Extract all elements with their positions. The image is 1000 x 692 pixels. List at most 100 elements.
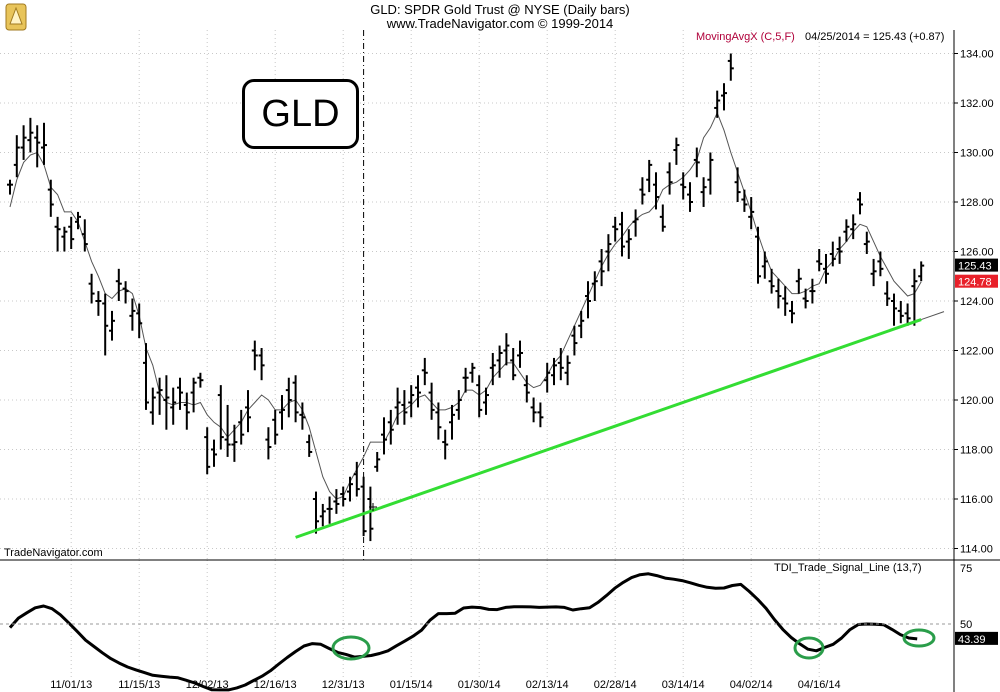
- ohlc-bar: [408, 385, 415, 418]
- last-price-tag: [955, 258, 998, 272]
- ohlc-bar: [850, 214, 857, 240]
- ohlc-bar: [136, 303, 143, 339]
- ohlc-bar: [319, 503, 326, 527]
- ohlc-bar: [918, 261, 925, 282]
- price-panel-grid: [0, 30, 954, 560]
- ohlc-bar: [666, 162, 673, 195]
- ohlc-bar: [81, 219, 88, 252]
- moving-average-label: MovingAvgX (C,5,F): [696, 31, 795, 43]
- ohlc-bar: [299, 402, 306, 430]
- y-tick-label: 134.00: [960, 49, 994, 61]
- crosshair-icon: [369, 503, 377, 511]
- ohlc-bar: [231, 424, 238, 462]
- ohlc-bar: [857, 192, 863, 215]
- ohlc-bar: [530, 397, 537, 423]
- y-tick-label: 120.00: [960, 395, 994, 407]
- x-tick-label: 04/16/14: [798, 679, 841, 691]
- highlight-circle: [902, 628, 936, 648]
- ohlc-bar: [782, 286, 789, 316]
- x-tick-label: 02/28/14: [594, 679, 637, 691]
- ohlc-bar: [143, 343, 149, 410]
- panel-frames: [0, 30, 1000, 692]
- ohlc-bar: [258, 348, 265, 381]
- ohlc-bar: [7, 179, 13, 195]
- ohlc-bar: [238, 409, 245, 445]
- ohlc-bar: [510, 348, 517, 381]
- x-tick-label: 01/15/14: [390, 679, 433, 691]
- ohlc-bar: [61, 226, 68, 252]
- ohlc-bar: [687, 182, 693, 212]
- ohlc-bar: [836, 236, 843, 264]
- price-tag-label: 124.78: [958, 277, 992, 289]
- ohlc-bar: [755, 226, 761, 284]
- ohlc-bar: [115, 268, 122, 301]
- ohlc-bar: [217, 385, 224, 450]
- ohlc-bar: [190, 377, 197, 413]
- ohlc-bar: [714, 90, 721, 118]
- ohlc-bar: [183, 392, 190, 430]
- ohlc-bar: [591, 271, 598, 301]
- y-tick-label: 126.00: [960, 247, 994, 259]
- ohlc-bar: [54, 216, 61, 252]
- ohlc-bar: [891, 293, 897, 326]
- ohlc-bar: [612, 216, 619, 242]
- ohlc-bar: [721, 83, 727, 111]
- ohlc-bar: [251, 340, 258, 371]
- ohlc-bar: [272, 409, 279, 445]
- ohlc-bar: [20, 125, 27, 160]
- ohlc-bar: [802, 288, 809, 309]
- ohlc-bar: [829, 241, 836, 267]
- ohlc-bar: [823, 253, 829, 284]
- ohlc-bar: [428, 382, 435, 420]
- indicator-tick-label: 50: [960, 619, 972, 631]
- ohlc-bar: [551, 357, 557, 386]
- ohlc-bar: [884, 281, 891, 306]
- ohlc-bar: [789, 301, 795, 324]
- moving-average-readout: 04/25/2014 = 125.43 (+0.87): [805, 31, 945, 43]
- ohlc-bar: [775, 278, 782, 309]
- ohlc-bar: [313, 491, 319, 534]
- ohlc-bar: [693, 147, 700, 178]
- ohlc-bar: [41, 122, 47, 165]
- indicator-label: TDI_Trade_Signal_Line (13,7): [774, 562, 922, 574]
- indicator-last-tag: [955, 631, 998, 645]
- ticker-text: GLD: [261, 92, 340, 135]
- ohlc-bar: [333, 489, 340, 514]
- ohlc-bar: [353, 461, 360, 497]
- ohlc-bar: [469, 362, 476, 383]
- ohlc-bar: [578, 310, 585, 339]
- ohlc-bar: [34, 125, 41, 168]
- trade-navigator-logo-icon: [5, 3, 27, 31]
- ohlc-bar: [734, 167, 741, 202]
- chart-title: GLD: SPDR Gold Trust @ NYSE (Daily bars): [370, 2, 630, 17]
- x-tick-label: 02/13/14: [526, 679, 569, 691]
- chart-subtitle: www.TradeNavigator.com © 1999-2014: [386, 16, 614, 31]
- ohlc-bar: [632, 209, 639, 237]
- highlight-circle: [331, 635, 371, 661]
- ma-price-tag: [955, 274, 998, 288]
- ohlc-bar: [109, 310, 115, 341]
- ohlc-bar: [707, 152, 714, 195]
- ohlc-bar: [449, 404, 455, 440]
- ohlc-bar: [904, 303, 911, 326]
- ohlc-bar: [88, 273, 95, 304]
- ohlc-bar: [489, 352, 496, 386]
- ohlc-bar: [415, 375, 421, 408]
- x-tick-label: 11/15/13: [118, 679, 160, 691]
- ohlc-bar: [503, 333, 510, 366]
- ohlc-bar: [761, 251, 768, 279]
- ticker-box: GLD: [242, 79, 359, 149]
- ohlc-bar: [394, 387, 401, 425]
- x-tick-label: 11/01/13: [50, 679, 92, 691]
- ohlc-bar: [381, 417, 387, 455]
- ohlc-bar: [571, 325, 578, 356]
- highlight-circle: [793, 636, 825, 660]
- ohlc-bar: [285, 377, 292, 418]
- x-tick-label: 01/30/14: [458, 679, 501, 691]
- ohlc-bar: [326, 496, 333, 524]
- ohlc-bar: [374, 451, 381, 472]
- ohlc-bar: [476, 375, 483, 418]
- ohlc-bar: [646, 159, 653, 193]
- ohlc-bar: [292, 375, 299, 423]
- highlight-circles: [331, 628, 936, 661]
